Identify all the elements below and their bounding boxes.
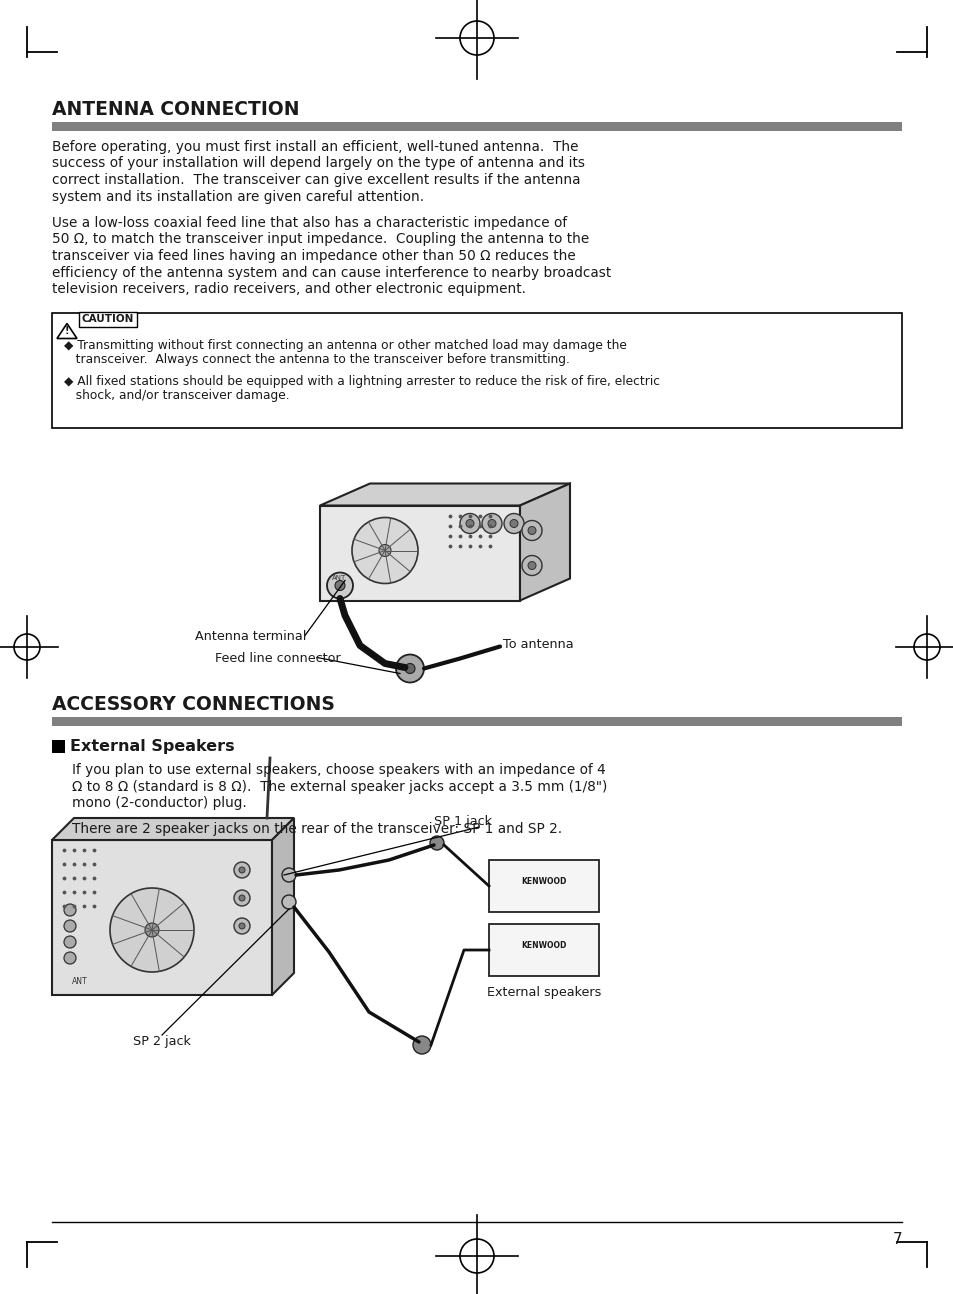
Circle shape (239, 867, 245, 873)
Text: KENWOOD: KENWOOD (520, 942, 566, 951)
Bar (489, 861, 598, 912)
Circle shape (233, 862, 250, 879)
Text: External Speakers: External Speakers (70, 739, 234, 754)
Circle shape (481, 514, 501, 533)
Circle shape (465, 519, 474, 528)
Text: ◆ All fixed stations should be equipped with a lightning arrester to reduce the : ◆ All fixed stations should be equipped … (64, 374, 659, 387)
Bar (52, 312, 901, 427)
Text: correct installation.  The transceiver can give excellent results if the antenna: correct installation. The transceiver ca… (52, 173, 579, 188)
Circle shape (64, 905, 76, 916)
Bar (52, 717, 901, 726)
Polygon shape (519, 484, 569, 600)
Polygon shape (57, 324, 77, 339)
Circle shape (282, 868, 295, 883)
Circle shape (239, 923, 245, 929)
Circle shape (378, 545, 391, 556)
Polygon shape (272, 818, 294, 995)
Polygon shape (319, 506, 519, 600)
Bar (489, 924, 598, 976)
Text: Use a low-loss coaxial feed line that also has a characteristic impedance of: Use a low-loss coaxial feed line that al… (52, 216, 566, 230)
Text: transceiver via feed lines having an impedance other than 50 Ω reduces the: transceiver via feed lines having an imp… (52, 248, 576, 263)
Text: KENWOOD: KENWOOD (520, 877, 566, 886)
Circle shape (459, 514, 479, 533)
Text: ANT: ANT (332, 576, 346, 581)
Circle shape (510, 519, 517, 528)
Circle shape (521, 520, 541, 541)
Bar (52, 740, 65, 753)
Circle shape (395, 655, 423, 682)
Circle shape (239, 895, 245, 901)
Circle shape (430, 836, 443, 850)
Circle shape (527, 527, 536, 534)
Text: ACCESSORY CONNECTIONS: ACCESSORY CONNECTIONS (52, 695, 335, 714)
Text: To antenna: To antenna (502, 638, 573, 651)
Text: 50 Ω, to match the transceiver input impedance.  Coupling the antenna to the: 50 Ω, to match the transceiver input imp… (52, 233, 589, 246)
Text: system and its installation are given careful attention.: system and its installation are given ca… (52, 189, 424, 203)
Text: !: ! (65, 326, 70, 336)
Polygon shape (319, 484, 569, 506)
Text: efficiency of the antenna system and can cause interference to nearby broadcast: efficiency of the antenna system and can… (52, 265, 611, 280)
Polygon shape (52, 818, 294, 840)
Text: ANTENNA CONNECTION: ANTENNA CONNECTION (52, 100, 299, 119)
Text: SP 2 jack: SP 2 jack (132, 1035, 191, 1048)
Circle shape (527, 562, 536, 569)
Text: ANT: ANT (71, 977, 88, 986)
Text: ◆ Transmitting without first connecting an antenna or other matched load may dam: ◆ Transmitting without first connecting … (64, 339, 626, 352)
Text: Ω to 8 Ω (standard is 8 Ω).  The external speaker jacks accept a 3.5 mm (1/8"): Ω to 8 Ω (standard is 8 Ω). The external… (71, 779, 607, 793)
Circle shape (521, 555, 541, 576)
Circle shape (233, 890, 250, 906)
Circle shape (110, 888, 193, 972)
Circle shape (282, 895, 295, 908)
Text: mono (2-conductor) plug.: mono (2-conductor) plug. (71, 796, 247, 810)
Bar (79, 312, 137, 326)
Text: success of your installation will depend largely on the type of antenna and its: success of your installation will depend… (52, 157, 584, 171)
Circle shape (503, 514, 523, 533)
Circle shape (335, 581, 345, 590)
Text: shock, and/or transceiver damage.: shock, and/or transceiver damage. (64, 388, 290, 401)
Circle shape (64, 936, 76, 949)
Text: Feed line connector: Feed line connector (214, 652, 340, 665)
Text: television receivers, radio receivers, and other electronic equipment.: television receivers, radio receivers, a… (52, 282, 525, 296)
Bar (52, 122, 901, 131)
Text: CAUTION: CAUTION (82, 313, 134, 324)
Polygon shape (52, 840, 272, 995)
Text: External speakers: External speakers (486, 986, 600, 999)
Circle shape (352, 518, 417, 584)
Text: transceiver.  Always connect the antenna to the transceiver before transmitting.: transceiver. Always connect the antenna … (64, 352, 569, 365)
Circle shape (64, 920, 76, 932)
Text: Antenna terminal: Antenna terminal (194, 630, 306, 643)
Text: 7: 7 (891, 1232, 901, 1247)
Circle shape (327, 572, 353, 599)
Text: SP 1 jack: SP 1 jack (434, 815, 492, 828)
Circle shape (405, 664, 415, 673)
Text: There are 2 speaker jacks on the rear of the transceiver: SP 1 and SP 2.: There are 2 speaker jacks on the rear of… (71, 823, 561, 836)
Circle shape (64, 952, 76, 964)
Circle shape (488, 519, 496, 528)
Circle shape (145, 923, 159, 937)
Circle shape (413, 1036, 431, 1055)
Text: Before operating, you must first install an efficient, well-tuned antenna.  The: Before operating, you must first install… (52, 140, 578, 154)
Circle shape (233, 917, 250, 934)
Text: If you plan to use external speakers, choose speakers with an impedance of 4: If you plan to use external speakers, ch… (71, 763, 605, 776)
